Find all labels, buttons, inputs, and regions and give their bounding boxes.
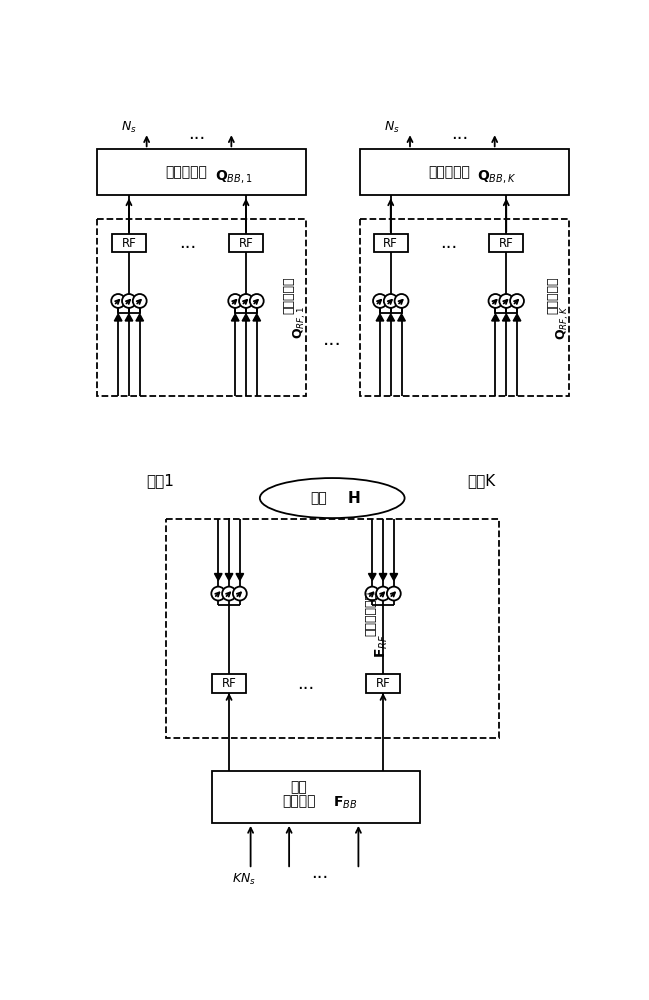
- Bar: [229, 234, 263, 252]
- Text: 用户1: 用户1: [146, 473, 174, 488]
- Text: $\mathbf{Q}_{BB,K}$: $\mathbf{Q}_{BB,K}$: [478, 168, 517, 185]
- Polygon shape: [492, 314, 499, 321]
- Circle shape: [233, 587, 247, 600]
- Bar: [374, 234, 408, 252]
- Bar: [166, 519, 498, 738]
- Text: 数字组合器: 数字组合器: [428, 165, 471, 179]
- Polygon shape: [232, 314, 239, 321]
- Circle shape: [373, 294, 387, 308]
- Bar: [360, 219, 569, 396]
- Text: 预编码器: 预编码器: [282, 794, 316, 808]
- Text: $\mathbf{F}_{RF}$: $\mathbf{F}_{RF}$: [374, 633, 391, 658]
- Bar: [360, 149, 569, 195]
- Circle shape: [384, 294, 398, 308]
- Text: RF: RF: [239, 237, 253, 250]
- Circle shape: [365, 587, 379, 600]
- Circle shape: [111, 294, 125, 308]
- Ellipse shape: [260, 478, 404, 518]
- Text: RF: RF: [121, 237, 136, 250]
- Polygon shape: [225, 574, 233, 580]
- Polygon shape: [502, 314, 510, 321]
- Bar: [212, 771, 420, 823]
- Polygon shape: [214, 574, 222, 580]
- Circle shape: [510, 294, 524, 308]
- Circle shape: [212, 587, 225, 600]
- Circle shape: [376, 587, 390, 600]
- Polygon shape: [369, 574, 376, 580]
- Circle shape: [250, 294, 263, 308]
- Text: ...: ...: [297, 675, 315, 693]
- Text: ...: ...: [452, 125, 469, 143]
- Text: 数字: 数字: [291, 781, 308, 795]
- Polygon shape: [387, 314, 395, 321]
- Circle shape: [387, 587, 401, 600]
- Bar: [97, 219, 306, 396]
- Circle shape: [499, 294, 513, 308]
- Polygon shape: [125, 314, 133, 321]
- Polygon shape: [390, 574, 398, 580]
- Polygon shape: [398, 314, 406, 321]
- Circle shape: [122, 294, 136, 308]
- Text: 用户K: 用户K: [467, 473, 496, 488]
- Text: $KN_s$: $KN_s$: [232, 872, 256, 887]
- Bar: [112, 234, 146, 252]
- Polygon shape: [136, 314, 143, 321]
- Polygon shape: [379, 574, 387, 580]
- Text: $\mathbf{Q}_{RF,1}$: $\mathbf{Q}_{RF,1}$: [291, 306, 308, 339]
- Polygon shape: [114, 314, 122, 321]
- Bar: [366, 674, 400, 693]
- Circle shape: [222, 587, 236, 600]
- Text: RF: RF: [222, 677, 236, 690]
- Text: $\mathbf{F}_{BB}$: $\mathbf{F}_{BB}$: [333, 795, 358, 811]
- Circle shape: [239, 294, 253, 308]
- Circle shape: [489, 294, 502, 308]
- Polygon shape: [376, 314, 384, 321]
- Text: 模拟组合器: 模拟组合器: [282, 277, 295, 314]
- Text: 模拟组合器: 模拟组合器: [546, 277, 559, 314]
- Polygon shape: [236, 574, 243, 580]
- Text: $\mathbf{Q}_{BB,1}$: $\mathbf{Q}_{BB,1}$: [215, 168, 252, 185]
- Polygon shape: [513, 314, 521, 321]
- Circle shape: [133, 294, 147, 308]
- Bar: [97, 149, 306, 195]
- Text: ...: ...: [323, 330, 341, 349]
- Text: RF: RF: [384, 237, 398, 250]
- Circle shape: [228, 294, 242, 308]
- Text: $\mathbf{H}$: $\mathbf{H}$: [347, 490, 360, 506]
- Text: ...: ...: [312, 864, 328, 882]
- Text: 模拟预编码器: 模拟预编码器: [364, 591, 377, 636]
- Text: ...: ...: [179, 234, 196, 252]
- Circle shape: [395, 294, 408, 308]
- Text: ...: ...: [440, 234, 457, 252]
- Text: ...: ...: [188, 125, 205, 143]
- Text: RF: RF: [376, 677, 391, 690]
- Polygon shape: [242, 314, 250, 321]
- Text: 信道: 信道: [310, 491, 326, 505]
- Text: $N_s$: $N_s$: [384, 120, 400, 135]
- Polygon shape: [253, 314, 261, 321]
- Text: $\mathbf{Q}_{RF,K}$: $\mathbf{Q}_{RF,K}$: [555, 305, 571, 340]
- Bar: [212, 674, 246, 693]
- Text: RF: RF: [499, 237, 513, 250]
- Text: $N_s$: $N_s$: [121, 120, 137, 135]
- Bar: [489, 234, 523, 252]
- Text: 数字组合器: 数字组合器: [165, 165, 207, 179]
